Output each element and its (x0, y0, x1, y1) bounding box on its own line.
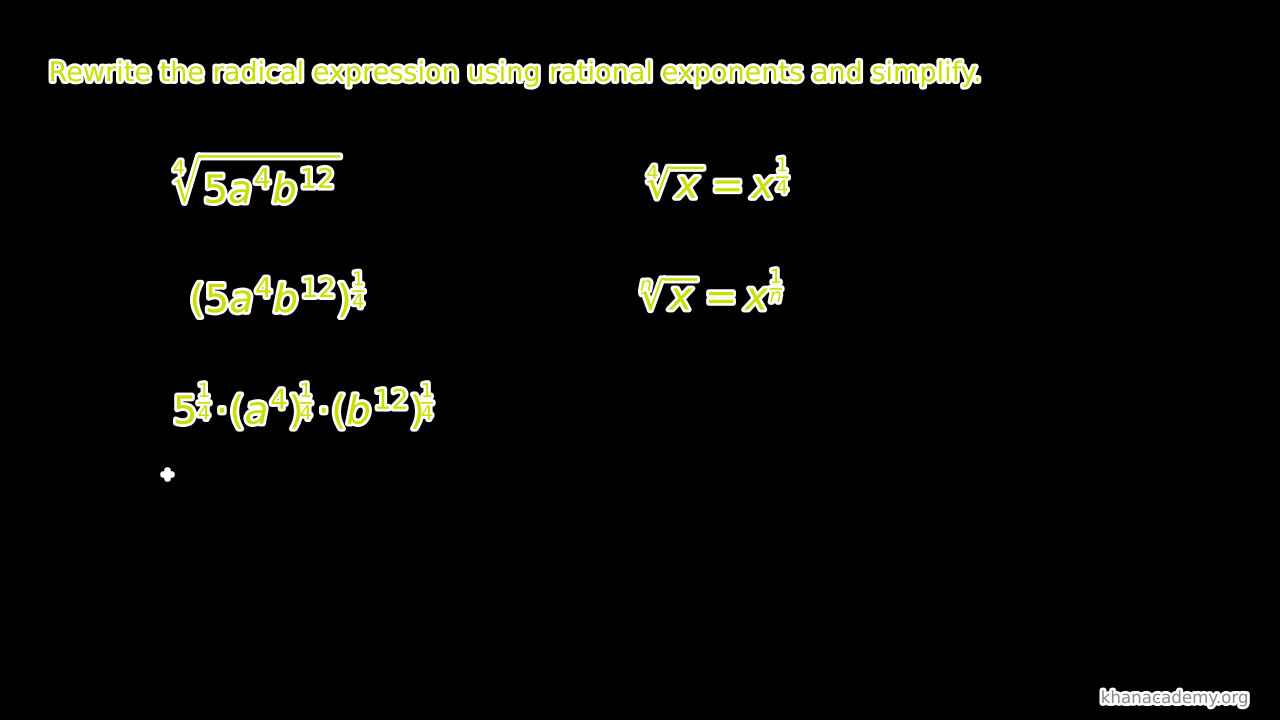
Text: khanacademy.org: khanacademy.org (1101, 689, 1248, 707)
Text: $\sqrt[n]{x} = x^{\frac{1}{n}}$: $\sqrt[n]{x} = x^{\frac{1}{n}}$ (640, 273, 783, 318)
Text: $\sqrt[4]{5a^4b^{12}}$: $\sqrt[4]{5a^4b^{12}}$ (173, 156, 343, 211)
Text: +: + (161, 468, 174, 482)
Text: Rewrite the radical expression using rational exponents and simplify.: Rewrite the radical expression using rat… (49, 61, 984, 87)
Text: $5^{\frac{1}{4}}\!\cdot\!\left(a^4\right)^{\!\frac{1}{4}}\!\cdot\!\left(b^{12}\r: $5^{\frac{1}{4}}\!\cdot\!\left(a^4\right… (173, 382, 435, 432)
Text: $\sqrt[4]{x} = x^{\frac{1}{4}}$: $\sqrt[4]{x} = x^{\frac{1}{4}}$ (646, 161, 790, 206)
Text: $\left(5a^4b^{12}\right)^{\frac{1}{4}}$: $\left(5a^4b^{12}\right)^{\frac{1}{4}}$ (189, 270, 366, 320)
